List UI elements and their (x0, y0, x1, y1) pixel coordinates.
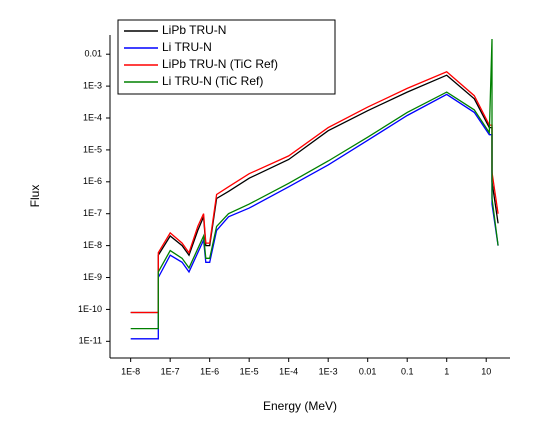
x-axis-label: Energy (MeV) (263, 399, 337, 413)
y-tick-label: 1E-6 (83, 176, 102, 186)
x-tick-label: 1E-3 (319, 366, 338, 376)
y-tick-label: 1E-4 (83, 112, 102, 122)
y-tick-label: 1E-11 (79, 336, 102, 346)
x-tick-label: 1E-7 (161, 366, 180, 376)
x-tick-label: 1E-8 (121, 366, 140, 376)
series-line (130, 38, 499, 330)
y-tick-label: 1E-7 (83, 208, 102, 218)
legend-label: LiPb TRU-N (TiC Ref) (162, 57, 278, 71)
x-tick-label: 1E-5 (240, 366, 259, 376)
legend-label: Li TRU-N (TiC Ref) (162, 74, 263, 88)
x-tick-label: 0.01 (359, 366, 377, 376)
x-tick-label: 1E-6 (200, 366, 219, 376)
legend-label: LiPb TRU-N (162, 23, 226, 37)
x-tick-label: 0.1 (401, 366, 414, 376)
series-line (130, 93, 499, 340)
y-tick-label: 1E-3 (83, 80, 102, 90)
x-tick-label: 1 (444, 366, 449, 376)
y-tick-label: 1E-8 (83, 240, 102, 250)
y-tick-label: 1E-10 (78, 304, 102, 314)
y-tick-label: 1E-5 (83, 144, 102, 154)
series-line (130, 74, 499, 314)
x-tick-label: 10 (481, 366, 491, 376)
y-tick-label: 0.01 (84, 49, 102, 59)
y-axis-label: Flux (28, 185, 42, 208)
series-line (130, 71, 499, 314)
x-tick-label: 1E-4 (279, 366, 298, 376)
y-tick-label: 1E-9 (83, 272, 102, 282)
legend-label: Li TRU-N (162, 40, 212, 54)
